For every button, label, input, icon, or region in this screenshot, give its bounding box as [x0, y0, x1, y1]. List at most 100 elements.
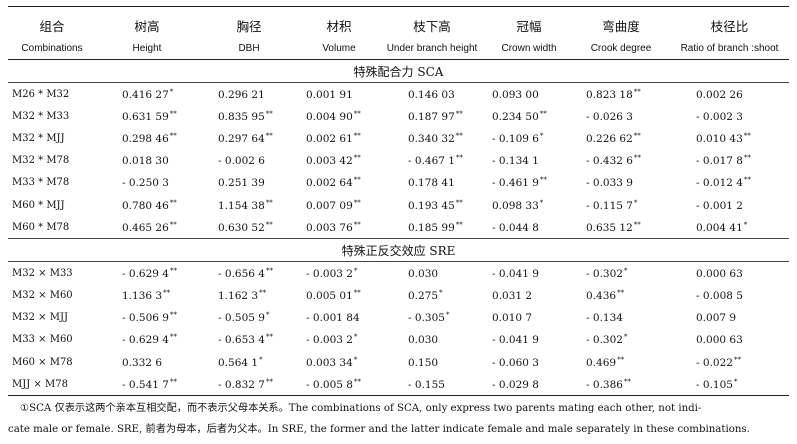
value-text: - 0.506 9 — [122, 312, 169, 325]
value-cell: - 0.017 8** — [670, 150, 789, 172]
header-en: Crown width — [486, 37, 572, 60]
value-text: 0.187 97 — [408, 110, 455, 123]
section-title-sca: 特殊配合力 SCA — [8, 59, 789, 83]
value-text: 0.004 90 — [306, 110, 353, 123]
significance-mark: * — [439, 289, 443, 298]
value-text: 0.226 62 — [586, 132, 633, 145]
table-row: M26 * M32 0.416 27* 0.296 21 0.001 91 0.146 … — [8, 83, 789, 106]
value-cell: 0.178 41 — [378, 172, 486, 194]
value-cell: 0.018 30 — [96, 150, 198, 172]
header-en: DBH — [198, 37, 300, 60]
value-text: - 0.017 8 — [696, 155, 743, 168]
value-cell: - 0.629 4** — [96, 329, 198, 351]
header-zh: 材积 — [300, 6, 378, 37]
value-text: 0.003 34 — [306, 356, 353, 369]
significance-mark: ** — [265, 333, 273, 342]
header-en: Combinations — [8, 37, 96, 60]
value-text: - 0.041 9 — [492, 267, 539, 280]
value-cell: 1.154 38** — [198, 194, 300, 216]
value-cell: 0.000 63 — [670, 262, 789, 285]
value-text: 0.835 95 — [218, 110, 265, 123]
value-text: - 0.041 9 — [492, 334, 539, 347]
value-cell: 0.469** — [572, 351, 670, 373]
value-cell: 0.187 97** — [378, 105, 486, 127]
significance-mark: ** — [169, 131, 177, 140]
value-cell: 0.003 42** — [300, 150, 378, 172]
value-cell: - 0.432 6** — [572, 150, 670, 172]
value-text: - 0.653 4 — [218, 334, 265, 347]
value-cell: 0.002 64** — [300, 172, 378, 194]
significance-mark: ** — [353, 220, 361, 229]
value-cell: - 0.656 4** — [198, 262, 300, 285]
significance-mark: ** — [265, 266, 273, 275]
value-text: 0.002 26 — [696, 88, 743, 101]
value-text: - 0.134 1 — [492, 155, 539, 168]
value-cell: 0.010 7 — [486, 307, 572, 329]
combination-label: M32 × MJJ — [12, 312, 68, 324]
value-cell: - 0.155 — [378, 373, 486, 397]
value-cell: - 0.305* — [378, 307, 486, 329]
significance-mark: * — [353, 355, 358, 364]
value-text: - 0.656 4 — [218, 267, 265, 280]
value-cell: - 0.505 9* — [198, 307, 300, 329]
significance-mark: ** — [265, 109, 273, 118]
value-cell: 0.465 26** — [96, 216, 198, 239]
value-text: 0.185 99 — [408, 221, 455, 234]
value-cell: 0.005 01** — [300, 285, 378, 307]
value-cell: 0.010 43** — [670, 127, 789, 149]
value-text: - 0.629 4 — [122, 334, 169, 347]
value-text: 0.146 03 — [408, 88, 455, 101]
significance-mark: ** — [169, 333, 177, 342]
value-text: 0.416 27 — [122, 88, 169, 101]
value-text: 0.007 9 — [696, 312, 737, 325]
table-row: M32 * M33 0.631 59** 0.835 95** 0.004 90** 0… — [8, 105, 789, 127]
significance-mark: ** — [743, 176, 751, 185]
significance-mark: ** — [633, 87, 641, 96]
value-text: 0.178 41 — [408, 177, 455, 190]
value-text: 0.002 64 — [306, 177, 353, 190]
value-text: - 0.001 84 — [306, 312, 360, 325]
value-cell: 0.007 09** — [300, 194, 378, 216]
value-cell: - 0.461 9** — [486, 172, 572, 194]
value-cell: 0.340 32** — [378, 127, 486, 149]
value-cell: 1.136 3** — [96, 285, 198, 307]
header-zh: 组合 — [8, 6, 96, 37]
value-text: 0.010 43 — [696, 132, 743, 145]
value-cell: - 0.832 7** — [198, 373, 300, 397]
value-cell: 0.001 91 — [300, 83, 378, 106]
table-row: M60 * MJJ 0.780 46** 1.154 38** 0.007 09** 0… — [8, 194, 789, 216]
value-cell: - 0.629 4** — [96, 262, 198, 285]
table-row: M60 × M78 0.332 6 0.564 1* 0.003 34* 0.150- … — [8, 351, 789, 373]
significance-mark: ** — [169, 109, 177, 118]
value-text: 0.275 — [408, 290, 439, 303]
value-text: - 0.022 — [696, 356, 733, 369]
value-cell: - 0.302* — [572, 329, 670, 351]
value-cell: 0.564 1* — [198, 351, 300, 373]
table-row: M33 * M78- 0.250 3 0.251 39 0.002 64** 0.17… — [8, 172, 789, 194]
value-cell: 0.436** — [572, 285, 670, 307]
value-cell: 0.298 46** — [96, 127, 198, 149]
table-row: M60 * M78 0.465 26** 0.630 52** 0.003 76** 0… — [8, 216, 789, 239]
value-cell: 0.003 34* — [300, 351, 378, 373]
value-cell: 0.332 6 — [96, 351, 198, 373]
value-cell: 0.098 33* — [486, 194, 572, 216]
value-cell: - 0.012 4** — [670, 172, 789, 194]
significance-mark: ** — [353, 176, 361, 185]
value-cell: - 0.005 8** — [300, 373, 378, 397]
value-cell: - 0.022** — [670, 351, 789, 373]
header-en: Under branch height — [378, 37, 486, 60]
value-cell: 0.630 52** — [198, 216, 300, 239]
significance-mark: ** — [265, 377, 273, 386]
value-text: 0.004 41 — [696, 221, 743, 234]
value-text: - 0.386 — [586, 378, 623, 391]
significance-mark: ** — [743, 154, 751, 163]
value-text: 0.823 18 — [586, 88, 633, 101]
significance-mark: * — [169, 87, 174, 96]
value-text: 0.564 1 — [218, 356, 259, 369]
header-en: Crook degree — [572, 37, 670, 60]
value-cell: 0.004 41* — [670, 216, 789, 239]
significance-mark: ** — [633, 220, 641, 229]
value-text: 0.007 09 — [306, 199, 353, 212]
value-text: - 0.541 7 — [122, 378, 169, 391]
table-row: M32 × M33- 0.629 4** - 0.656 4** - 0.003 2… — [8, 262, 789, 285]
